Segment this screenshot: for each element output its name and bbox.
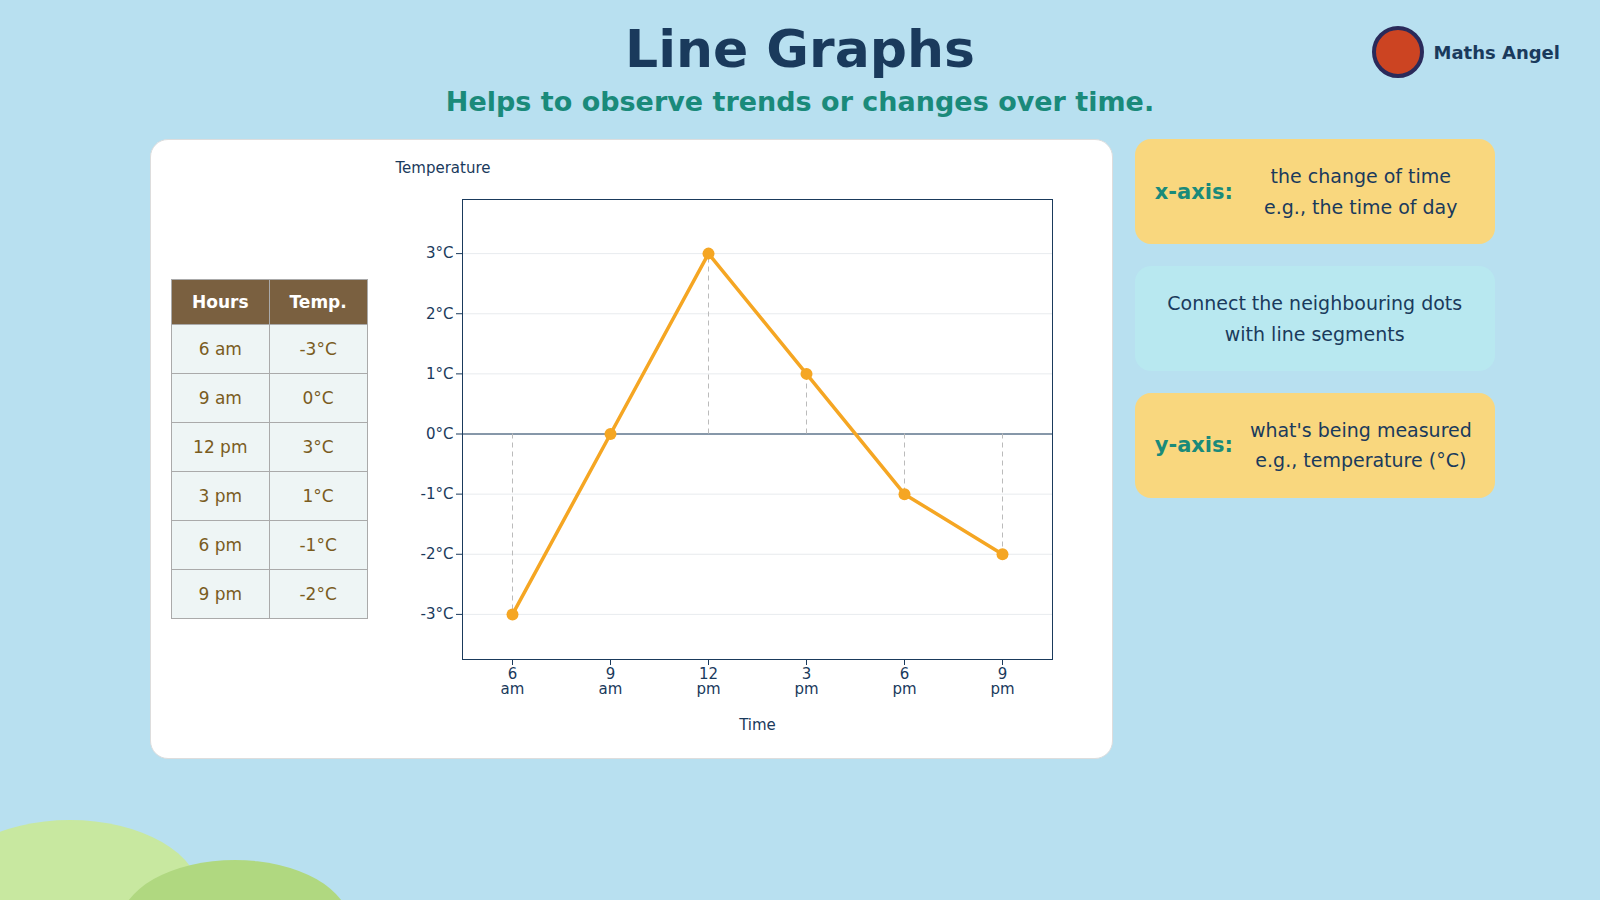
svg-text:Time: Time xyxy=(738,716,776,734)
svg-text:2°C: 2°C xyxy=(426,305,454,323)
svg-text:3pm: 3pm xyxy=(794,666,818,699)
html-text:what's being measured: what's being measured xyxy=(1249,419,1472,441)
html-text:x-axis:: x-axis: xyxy=(1154,179,1233,204)
svg-text:Temperature: Temperature xyxy=(394,160,490,178)
html-text:9 am: 9 am xyxy=(198,388,242,409)
svg-text:-2°C: -2°C xyxy=(420,545,453,563)
html-text:the change of time: the change of time xyxy=(1270,165,1451,188)
html-text:e.g., the time of day: e.g., the time of day xyxy=(1264,195,1458,218)
html-text:Temp.: Temp. xyxy=(289,292,347,313)
html-text:Line Graphs: Line Graphs xyxy=(625,19,975,79)
html-text:Connect the neighbouring dots: Connect the neighbouring dots xyxy=(1167,292,1463,315)
svg-text:0°C: 0°C xyxy=(426,425,454,443)
html-text:-3°C: -3°C xyxy=(299,339,337,360)
svg-text:6am: 6am xyxy=(500,666,524,699)
html-text:-1°C: -1°C xyxy=(299,535,337,556)
html-text:0°C: 0°C xyxy=(302,388,334,409)
html-text:Hours: Hours xyxy=(192,292,249,313)
html-text:with line segments: with line segments xyxy=(1224,322,1405,345)
svg-text:12pm: 12pm xyxy=(696,666,720,699)
svg-text:1°C: 1°C xyxy=(426,365,454,383)
svg-text:3°C: 3°C xyxy=(426,245,454,263)
svg-text:-1°C: -1°C xyxy=(420,485,453,503)
html-text:3°C: 3°C xyxy=(302,437,334,458)
svg-text:6pm: 6pm xyxy=(892,666,916,699)
html-text:Maths Angel: Maths Angel xyxy=(1433,41,1560,63)
html-text:6 am: 6 am xyxy=(198,339,242,360)
html-text:3 pm: 3 pm xyxy=(198,486,242,507)
svg-text:9pm: 9pm xyxy=(990,666,1014,699)
svg-text:-3°C: -3°C xyxy=(420,606,453,624)
svg-text:9am: 9am xyxy=(598,666,622,699)
html-text:e.g., temperature (°C): e.g., temperature (°C) xyxy=(1255,449,1467,472)
html-text:1°C: 1°C xyxy=(302,486,334,507)
html-text:-2°C: -2°C xyxy=(299,584,337,605)
html-text:12 pm: 12 pm xyxy=(193,437,248,458)
html-text:6 pm: 6 pm xyxy=(198,535,242,556)
html-text:9 pm: 9 pm xyxy=(198,584,242,605)
html-text:Helps to observe trends or cha: Helps to observe trends or changes over … xyxy=(445,86,1155,118)
html-text:y-axis:: y-axis: xyxy=(1154,433,1233,458)
